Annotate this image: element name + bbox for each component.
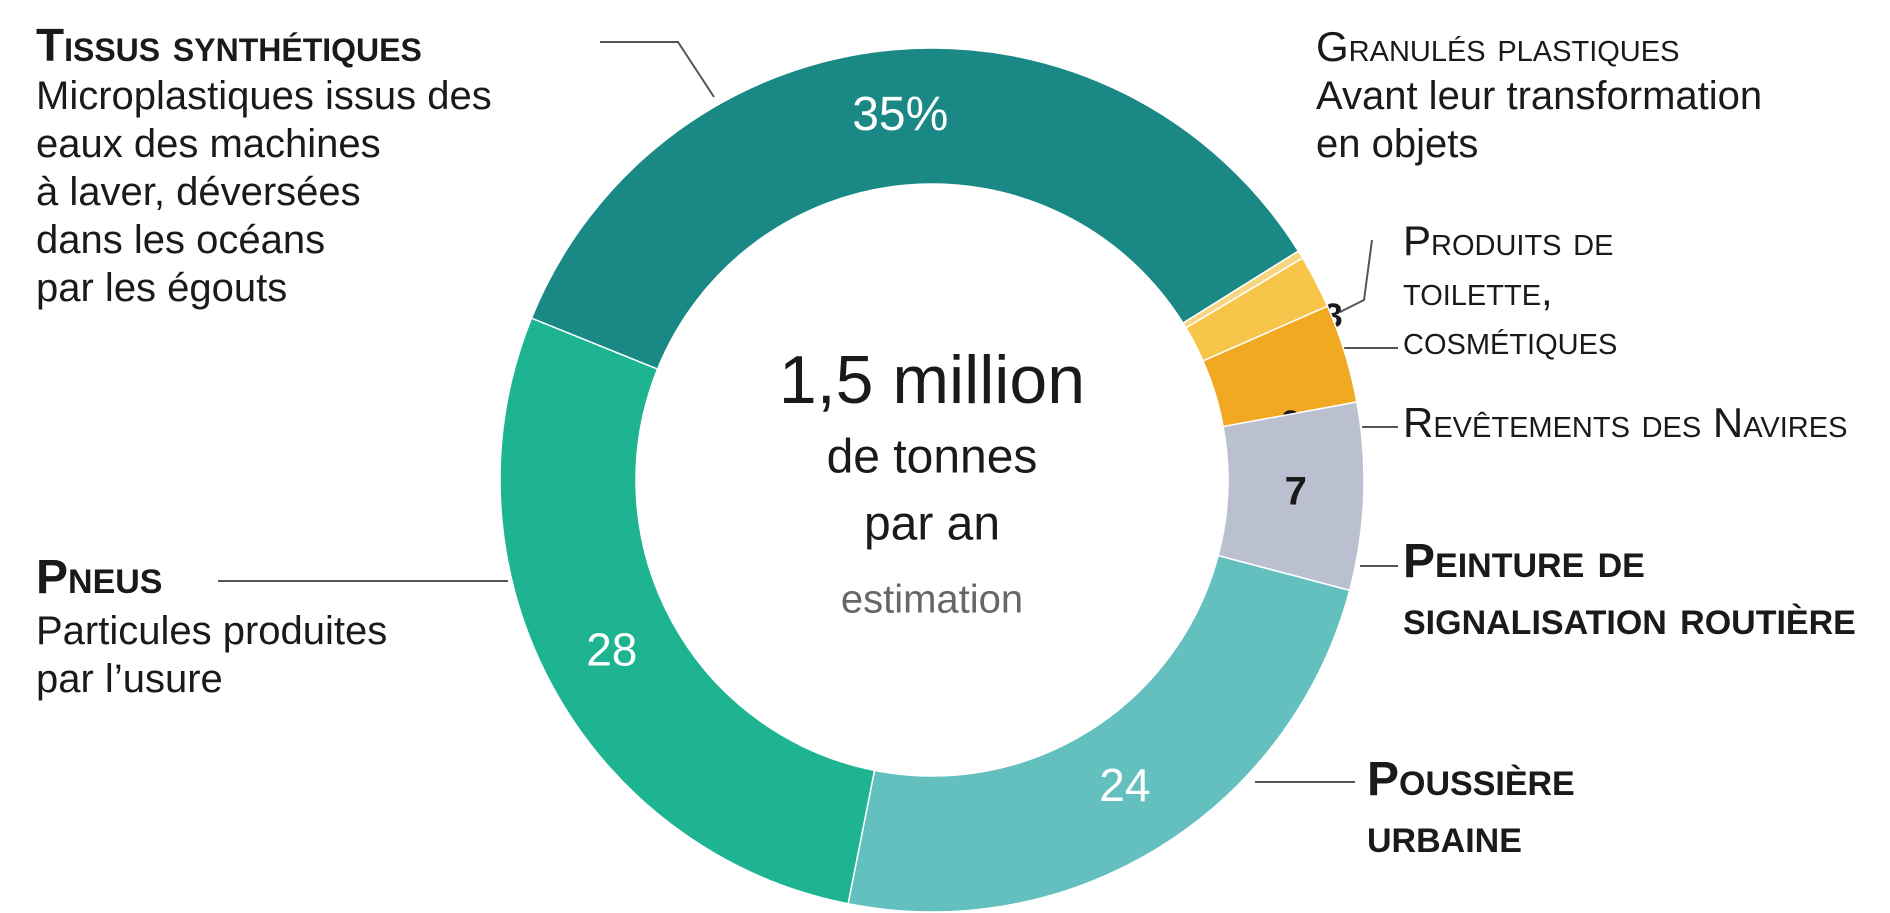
donut-segment [499,317,876,905]
center-note: estimation [841,578,1023,622]
category-label: Produits de toilette, cosmétiques [1403,216,1733,365]
category-name: Produits de toilette, cosmétiques [1403,217,1618,364]
category-label: Peinture de signalisation routière [1403,534,1863,647]
category-description: Avant leur transformation [1316,73,1763,118]
category-label: Granulés plastiques Avant leur transforma… [1316,22,1876,168]
value-label: 28 [586,623,637,675]
leaders [218,41,1398,783]
leader-line [600,41,715,98]
category-label: Poussière urbaine [1367,752,1687,865]
center-text: 1,5 million [779,342,1085,418]
category-description: par l’usure [36,656,223,701]
donut-segment [530,47,1300,371]
category-description: eaux des machines [36,122,381,167]
category-description: Particules produites [36,608,388,653]
donut-segment [847,554,1351,913]
category-description: à laver, déversées [36,170,361,215]
category-description: en objets [1316,121,1479,166]
category-name: Revêtements des Navires [1403,399,1848,446]
category-label: Tissus synthétiques Microplastiques issus… [36,18,616,312]
category-name: Granulés plastiques [1316,23,1680,70]
category-label: Revêtements des Navires [1403,398,1863,448]
category-description: par les égouts [36,266,288,311]
category-description: dans les océans [36,218,326,263]
leader-line [1339,239,1373,313]
value-label: 35% [852,88,948,141]
category-name: Peinture de signalisation routière [1403,535,1856,645]
category-name: Poussière urbaine [1367,753,1575,863]
value-label: 7 [1285,470,1307,514]
center-text: de tonnes [827,431,1038,484]
value-label: 24 [1099,759,1150,811]
category-name: Tissus synthétiques [36,19,422,71]
category-name: Pneus [36,551,163,604]
category-label: Pneus Particules produites par l’usure [36,550,388,703]
center-text: par an [864,498,1000,551]
category-description: Microplastiques issus des [36,74,492,119]
